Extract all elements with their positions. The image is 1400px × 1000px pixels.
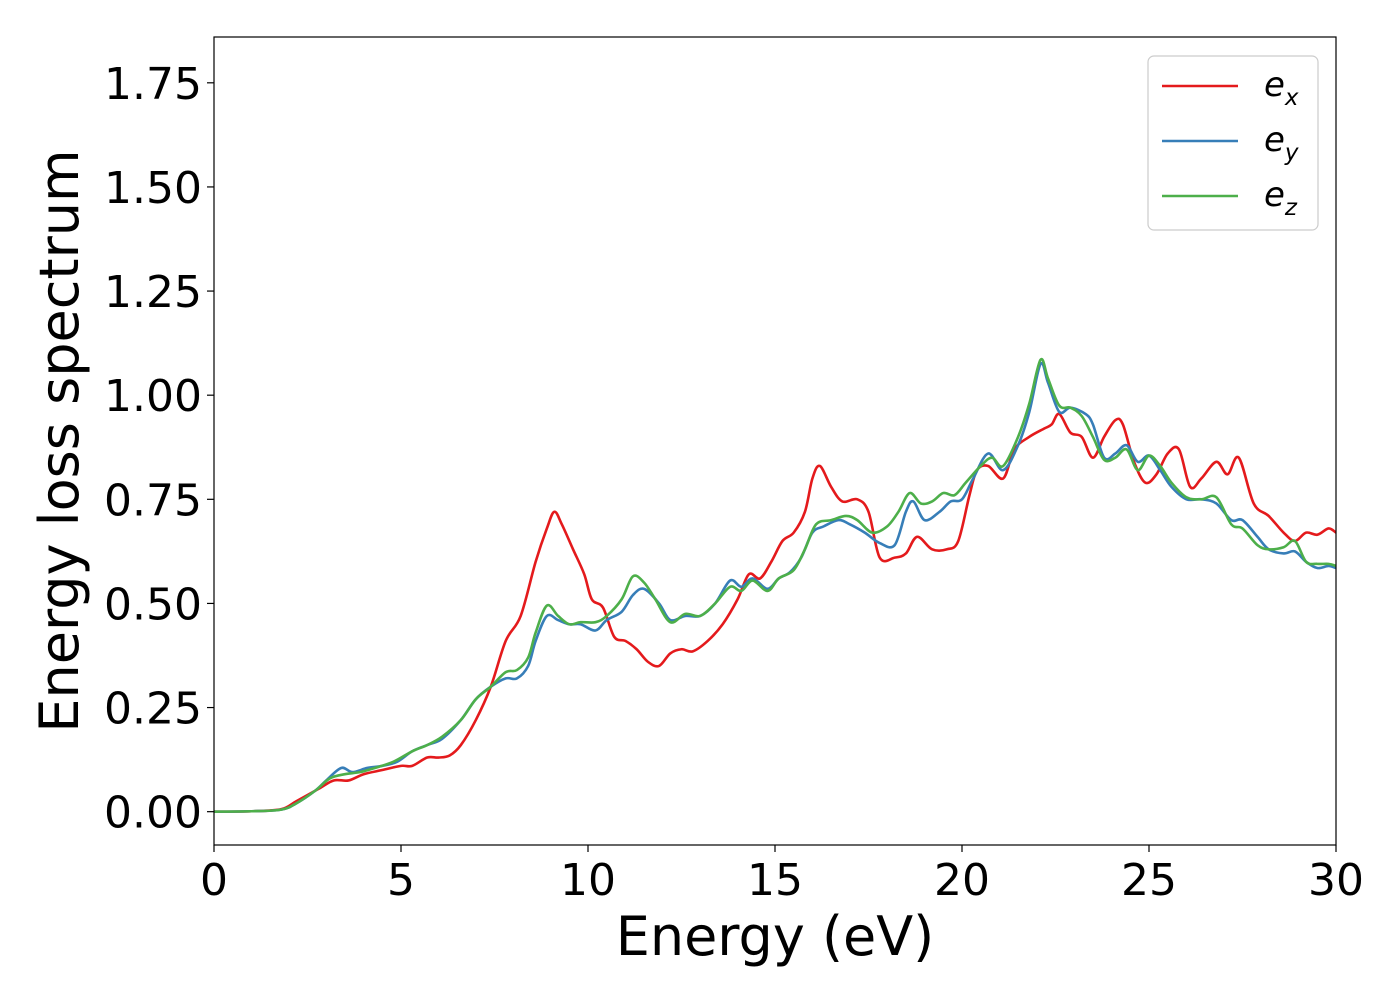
y-axis-title: Energy loss spectrum [28,149,91,732]
y-tick-label: 1.75 [104,59,202,110]
x-tick-label: 20 [934,855,990,906]
y-tick-label: 1.50 [104,163,202,214]
series-line-e-x [214,412,1336,813]
legend-label-x: ex [1264,65,1299,111]
x-tick-label: 30 [1308,855,1364,906]
y-tick-label: 0.25 [104,684,202,735]
x-tick-label: 15 [747,855,803,906]
y-tick-label: 1.25 [104,267,202,318]
y-tick-label: 0.75 [104,475,202,526]
x-axis-title: Energy (eV) [616,905,935,968]
legend-label-z: ez [1264,175,1298,221]
y-tick-label: 1.00 [104,371,202,422]
x-tick-label: 10 [560,855,616,906]
legend-label-y: ey [1264,120,1299,166]
series-line-e-z [214,357,1336,813]
y-tick-label: 0.00 [104,788,202,839]
x-axis-ticks: 0 5 10 15 20 25 30 [200,845,1364,906]
y-axis-ticks: 0.00 0.25 0.50 0.75 1.00 1.25 1.50 1.75 [104,59,214,839]
legend-box [1147,55,1319,231]
y-tick-label: 0.50 [104,579,202,630]
series-layer [214,357,1336,813]
x-tick-label: 0 [200,855,228,906]
x-tick-label: 5 [387,855,415,906]
legend: ex ey ez [1147,55,1319,231]
x-tick-label: 25 [1121,855,1177,906]
